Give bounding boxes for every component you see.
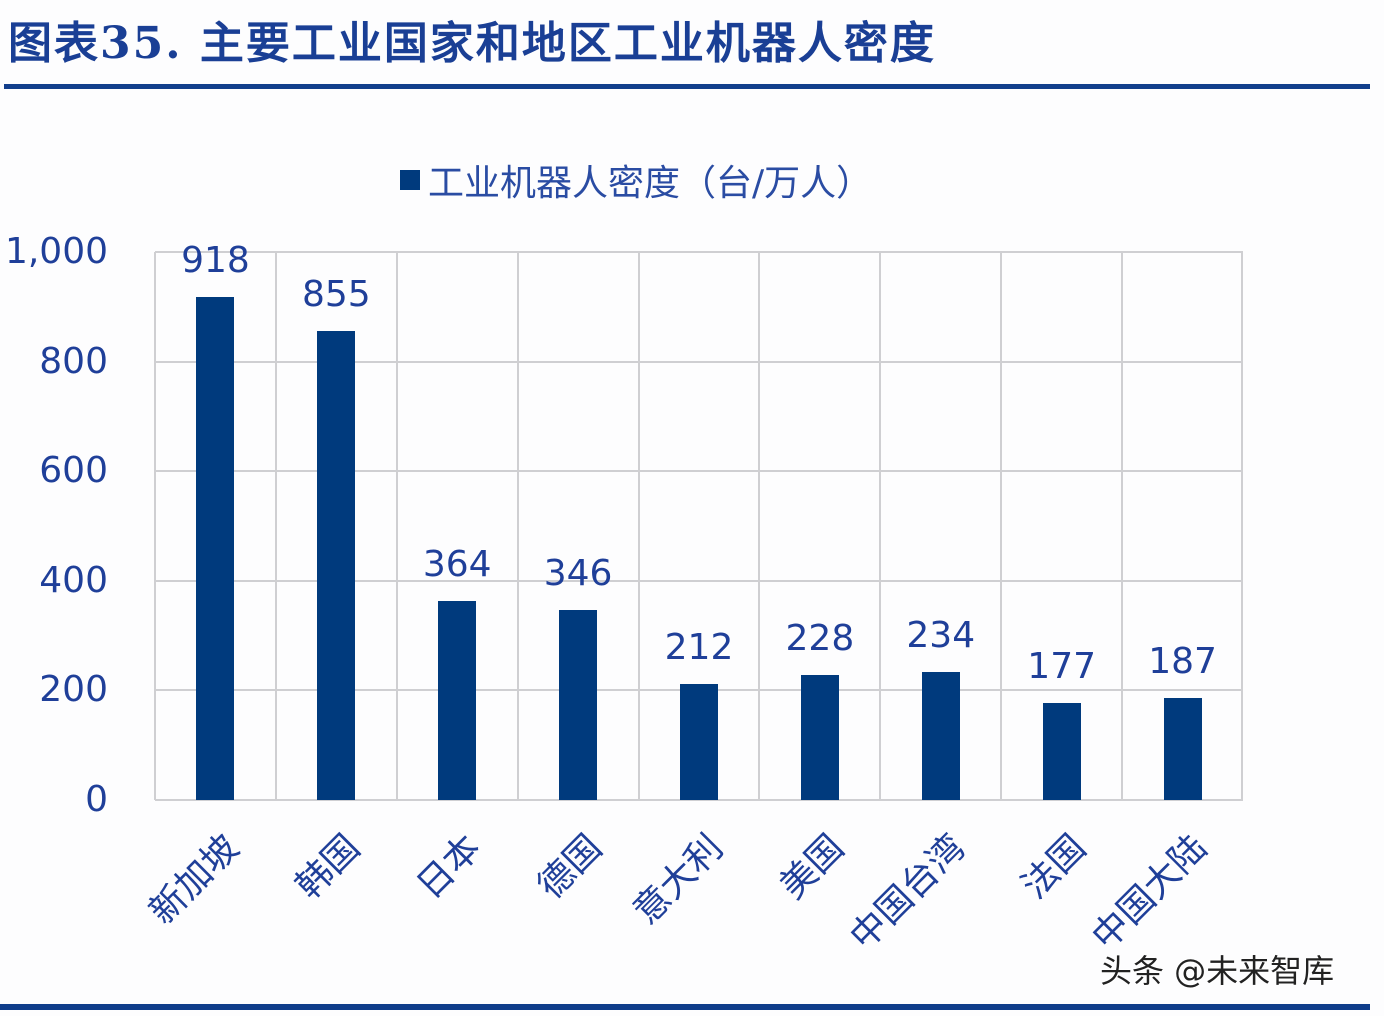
gridline-horizontal bbox=[155, 470, 1243, 473]
legend-label: 工业机器人密度（台/万人） bbox=[428, 163, 873, 204]
figure-title: 图表35. 主要工业国家和地区工业机器人密度 bbox=[8, 18, 936, 69]
gridline-vertical bbox=[516, 252, 519, 800]
gridline-vertical bbox=[395, 252, 398, 800]
gridline-vertical bbox=[274, 252, 277, 800]
watermark: 头条 @未来智库 bbox=[1100, 952, 1335, 990]
chart-legend: 工业机器人密度（台/万人） bbox=[400, 156, 872, 204]
gridline-horizontal bbox=[155, 251, 1243, 253]
bar bbox=[317, 331, 356, 800]
gridline-horizontal bbox=[155, 360, 1243, 363]
bar bbox=[438, 600, 477, 800]
footer-rule bbox=[0, 1004, 1370, 1010]
y-tick-label: 800 bbox=[39, 340, 108, 382]
y-tick-label: 1,000 bbox=[4, 231, 108, 272]
gridline-vertical bbox=[1121, 252, 1124, 800]
gridline-vertical bbox=[758, 252, 761, 800]
header-rule bbox=[4, 84, 1370, 89]
gridline-horizontal bbox=[155, 579, 1243, 582]
y-tick-label: 0 bbox=[85, 779, 108, 820]
data-label: 364 bbox=[422, 543, 492, 585]
bar bbox=[680, 683, 718, 800]
y-tick-label: 200 bbox=[39, 669, 108, 711]
y-tick-label: 600 bbox=[39, 450, 108, 492]
bar bbox=[1163, 697, 1202, 800]
gridline-vertical bbox=[154, 252, 156, 800]
data-label: 918 bbox=[181, 239, 250, 281]
bar bbox=[800, 675, 839, 800]
gridline-vertical bbox=[879, 252, 882, 800]
data-label: 187 bbox=[1148, 640, 1217, 682]
data-label: 212 bbox=[664, 626, 734, 668]
bar bbox=[1042, 703, 1081, 800]
data-label: 177 bbox=[1027, 646, 1097, 687]
gridline-horizontal bbox=[155, 799, 1243, 801]
gridline-vertical bbox=[1000, 252, 1003, 800]
data-label: 234 bbox=[906, 614, 976, 656]
bar bbox=[196, 296, 235, 800]
legend-swatch-icon bbox=[400, 170, 420, 190]
data-label: 346 bbox=[543, 553, 613, 595]
y-tick-label: 400 bbox=[39, 559, 108, 601]
plot-area: 918 855 364 346 212 228 234 177 187 bbox=[154, 240, 1243, 801]
data-label: 228 bbox=[785, 618, 855, 660]
gridline-vertical bbox=[1241, 252, 1243, 800]
bar bbox=[559, 610, 598, 800]
bar bbox=[921, 671, 960, 800]
data-label: 855 bbox=[301, 274, 371, 316]
gridline-vertical bbox=[637, 252, 640, 800]
